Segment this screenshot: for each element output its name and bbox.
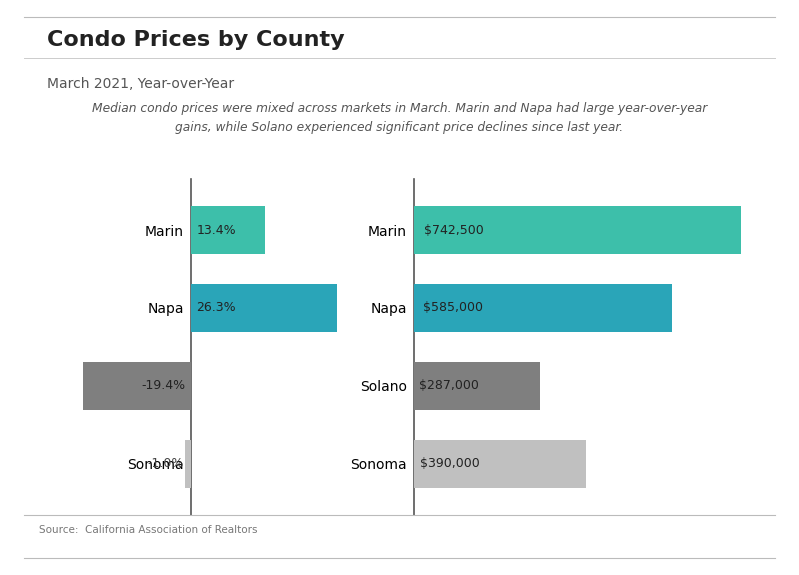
Text: Median condo prices were mixed across markets in March. Marin and Napa had large: Median condo prices were mixed across ma… (92, 102, 707, 133)
Text: -19.4%: -19.4% (141, 380, 185, 392)
Text: $287,000: $287,000 (419, 380, 479, 392)
Bar (414, 284, 671, 332)
Text: 13.4%: 13.4% (197, 224, 236, 236)
Bar (414, 440, 586, 488)
Text: March 2021, Year-over-Year: March 2021, Year-over-Year (46, 77, 233, 91)
Text: Source:  California Association of Realtors: Source: California Association of Realto… (39, 526, 257, 535)
Bar (83, 362, 191, 410)
Text: $585,000: $585,000 (423, 301, 483, 315)
Text: $390,000: $390,000 (420, 457, 480, 470)
Bar (191, 284, 336, 332)
Text: Condo Prices by County: Condo Prices by County (46, 30, 344, 50)
Bar (414, 206, 741, 254)
Bar (414, 362, 540, 410)
Text: $742,500: $742,500 (424, 224, 484, 236)
Text: 26.3%: 26.3% (197, 301, 236, 315)
Bar (191, 206, 265, 254)
Bar (185, 440, 191, 488)
Text: -1.0%: -1.0% (148, 457, 184, 470)
